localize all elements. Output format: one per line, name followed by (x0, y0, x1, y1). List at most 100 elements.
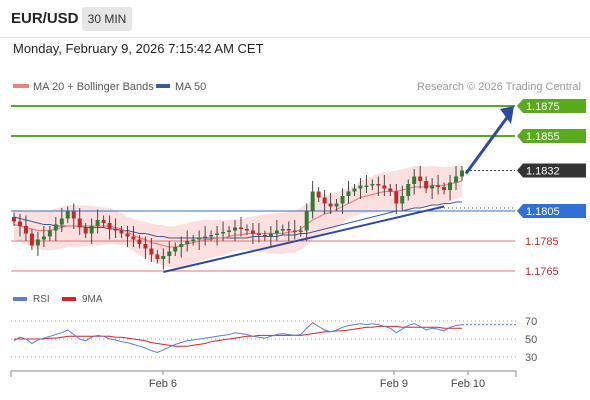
ma20-legend-label: MA 20 + Bollinger Bands (33, 81, 154, 93)
rsi-ma-line (14, 325, 462, 347)
candle-body (424, 181, 429, 189)
candle-body (262, 235, 267, 237)
x-tick-label-1: Feb 9 (380, 378, 408, 390)
candle-body (274, 230, 279, 234)
candle-body (35, 239, 40, 246)
source-label: Research © 2026 Trading Central (417, 81, 581, 93)
candle-body (334, 203, 339, 207)
trend-line (163, 205, 445, 273)
candle-body (131, 236, 136, 240)
level-label-1.1785: 1.1785 (525, 236, 559, 248)
ma20-line (13, 180, 463, 248)
candle-body (436, 185, 441, 187)
candle-body (460, 170, 464, 177)
candle-body (358, 185, 363, 189)
candle-body (238, 227, 243, 229)
candle-body (448, 182, 453, 190)
candle-body (95, 220, 100, 226)
candle-body (47, 230, 52, 237)
candle-body (179, 244, 184, 247)
candle-body (442, 187, 447, 190)
candle-body (233, 227, 238, 231)
candle-body (197, 238, 202, 240)
candle-body (137, 239, 142, 244)
candle-body (23, 226, 28, 234)
candle-body (352, 188, 357, 192)
x-tick-label-0: Feb 6 (149, 378, 177, 390)
candle-body (310, 191, 315, 211)
candle-body (89, 226, 94, 234)
level-tag-1.1832 (517, 163, 586, 178)
candle-body (268, 233, 273, 237)
level-label-1.1832: 1.1832 (526, 166, 560, 178)
candle-body (83, 227, 88, 234)
candle-body (17, 221, 22, 226)
candle-body (12, 217, 16, 222)
candle-body (113, 229, 118, 231)
projection-arrow (464, 112, 512, 175)
level-tag-1.1855 (517, 129, 586, 143)
candle-body (29, 233, 34, 246)
candle-body (454, 176, 459, 183)
top-bar: EUR/USD 30 MIN (0, 0, 590, 36)
candle-body (143, 244, 148, 249)
candle-body (155, 254, 160, 259)
candle-body (394, 191, 399, 204)
candle-body (340, 196, 345, 204)
ma50-legend-swatch (156, 84, 170, 88)
candle-body (227, 230, 232, 232)
candle-body (346, 191, 351, 196)
candle-body (304, 211, 309, 231)
candle-body (59, 218, 64, 225)
candle-body (65, 211, 70, 219)
candle-body (173, 247, 178, 252)
candle-body (406, 184, 411, 196)
candle-body (244, 229, 249, 231)
candle-body (376, 184, 381, 186)
candle-body (209, 235, 214, 237)
candle-body (161, 256, 166, 259)
candle-body (77, 218, 82, 228)
symbol-title: EUR/USD (11, 10, 79, 27)
candle-body (412, 176, 417, 184)
rsi-tick-50: 50 (525, 334, 537, 346)
candle-body (125, 233, 130, 237)
candle-body (280, 229, 285, 231)
candle-body (221, 232, 226, 234)
candle-body (149, 248, 154, 255)
rsi-tick-30: 30 (525, 352, 537, 364)
level-label-1.1855: 1.1855 (526, 131, 560, 143)
level-tag-1.1805 (517, 204, 586, 218)
rsi-ma-legend-swatch (62, 297, 76, 301)
header-divider (0, 37, 590, 38)
level-label-1.1875: 1.1875 (526, 101, 560, 113)
rsi-line (13, 322, 463, 354)
candle-body (388, 188, 393, 192)
candle-body (298, 230, 303, 232)
rsi-ma-legend-label: 9MA (82, 294, 103, 305)
candle-body (418, 176, 423, 181)
candle-body (382, 185, 387, 189)
x-tick-label-2: Feb 10 (451, 378, 485, 390)
candle-body (292, 230, 297, 232)
ma50-legend-label: MA 50 (175, 81, 206, 93)
candle-body (328, 203, 333, 207)
level-label-1.1765: 1.1765 (525, 266, 559, 278)
candle-body (101, 220, 106, 223)
timeframe-button[interactable]: 30 MIN (82, 7, 132, 31)
rsi-tick-70: 70 (525, 316, 537, 328)
candle-body (185, 241, 190, 244)
candle-body (191, 239, 196, 241)
candle-body (167, 251, 172, 256)
rsi-legend-label: RSI (33, 294, 50, 305)
candle-body (71, 211, 76, 219)
candle-body (364, 185, 369, 187)
bollinger-band (14, 165, 462, 268)
candle-body (430, 185, 435, 189)
rsi-legend-swatch (13, 297, 27, 301)
candle-body (322, 197, 327, 204)
candle-body (41, 236, 46, 240)
candle-body (286, 229, 291, 231)
candle-body (256, 233, 261, 235)
